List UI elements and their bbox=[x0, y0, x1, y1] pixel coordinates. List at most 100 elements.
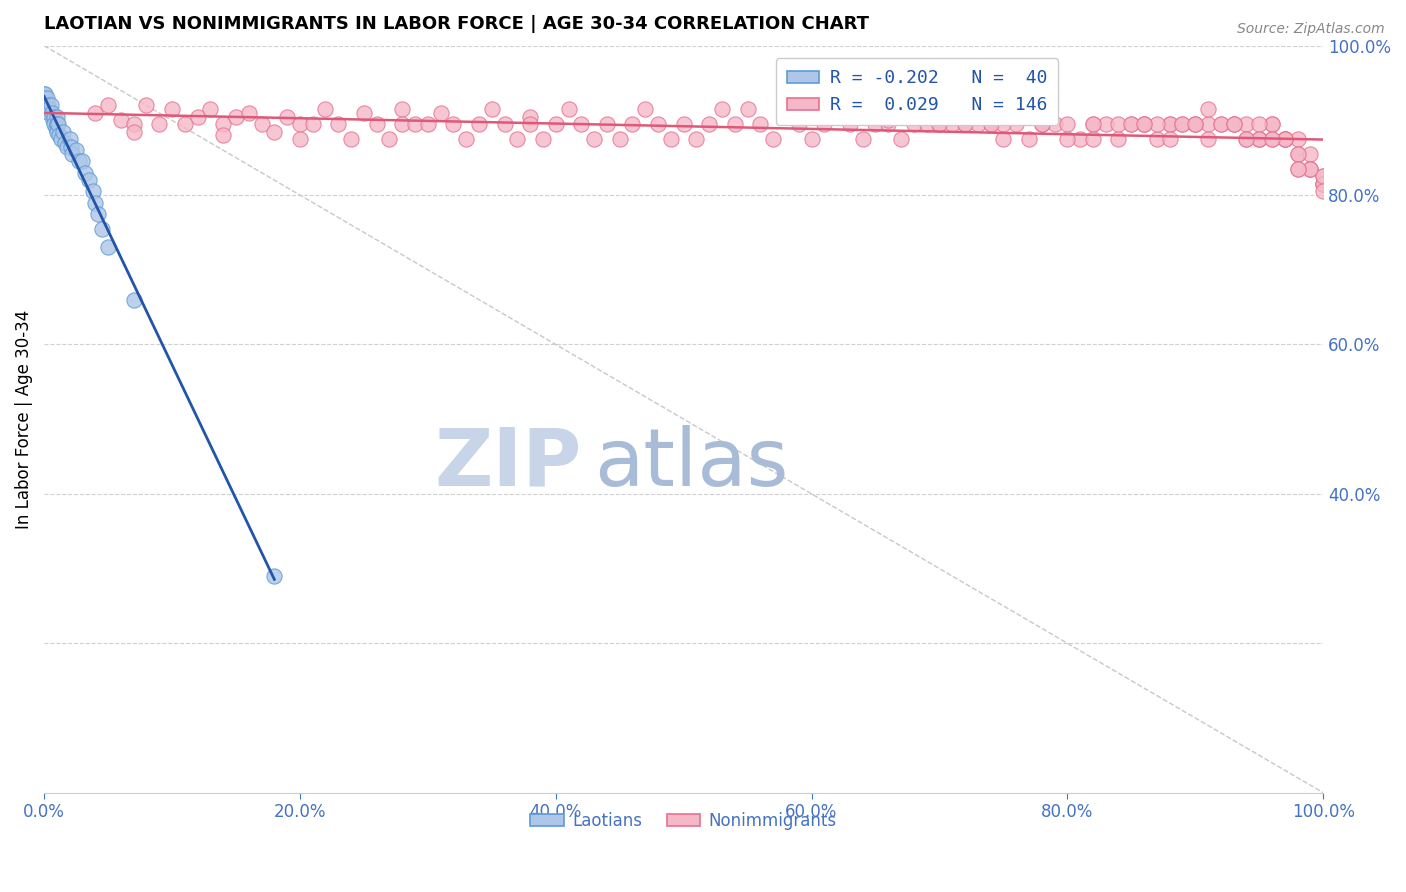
Point bbox=[288, 117, 311, 131]
Point bbox=[42, 113, 65, 128]
Point bbox=[1197, 132, 1219, 146]
Point bbox=[56, 139, 79, 153]
Point bbox=[953, 117, 976, 131]
Point bbox=[1312, 184, 1334, 198]
Point bbox=[838, 106, 860, 120]
Point bbox=[122, 293, 145, 307]
Point bbox=[1121, 117, 1143, 131]
Point bbox=[928, 117, 950, 131]
Point bbox=[263, 569, 285, 583]
Point bbox=[1171, 117, 1194, 131]
Point bbox=[980, 117, 1002, 131]
Point bbox=[1222, 117, 1244, 131]
Point bbox=[1031, 117, 1053, 131]
Point bbox=[1299, 161, 1322, 176]
Point bbox=[1146, 117, 1168, 131]
Text: ZIP: ZIP bbox=[434, 425, 581, 503]
Point bbox=[122, 125, 145, 139]
Point bbox=[1031, 117, 1053, 131]
Point bbox=[993, 132, 1015, 146]
Point bbox=[45, 117, 67, 131]
Point bbox=[1184, 117, 1206, 131]
Point bbox=[1286, 132, 1309, 146]
Point bbox=[441, 117, 464, 131]
Text: atlas: atlas bbox=[595, 425, 789, 503]
Point bbox=[187, 110, 209, 124]
Point bbox=[1261, 117, 1284, 131]
Point bbox=[519, 110, 541, 124]
Point bbox=[135, 98, 157, 112]
Point bbox=[315, 102, 337, 116]
Point bbox=[1197, 117, 1219, 131]
Point bbox=[1018, 132, 1040, 146]
Point bbox=[1222, 117, 1244, 131]
Point bbox=[366, 117, 388, 131]
Point bbox=[1209, 117, 1232, 131]
Point bbox=[1159, 117, 1181, 131]
Point bbox=[1159, 132, 1181, 146]
Point bbox=[41, 106, 63, 120]
Point bbox=[416, 117, 439, 131]
Point bbox=[32, 87, 55, 102]
Point bbox=[494, 117, 516, 131]
Text: LAOTIAN VS NONIMMIGRANTS IN LABOR FORCE | AGE 30-34 CORRELATION CHART: LAOTIAN VS NONIMMIGRANTS IN LABOR FORCE … bbox=[44, 15, 869, 33]
Point bbox=[276, 110, 298, 124]
Point bbox=[621, 117, 644, 131]
Point bbox=[391, 102, 413, 116]
Point bbox=[84, 106, 107, 120]
Point bbox=[1146, 132, 1168, 146]
Point bbox=[1081, 117, 1104, 131]
Point bbox=[685, 132, 707, 146]
Point bbox=[44, 117, 66, 131]
Point bbox=[32, 95, 55, 109]
Point bbox=[1249, 117, 1271, 131]
Point bbox=[1274, 132, 1296, 146]
Point bbox=[301, 117, 323, 131]
Point bbox=[404, 117, 426, 131]
Point bbox=[596, 117, 619, 131]
Point bbox=[1261, 132, 1284, 146]
Point bbox=[225, 110, 247, 124]
Point bbox=[877, 117, 900, 131]
Point bbox=[609, 132, 631, 146]
Point bbox=[378, 132, 401, 146]
Point bbox=[45, 110, 67, 124]
Point bbox=[84, 195, 107, 210]
Point bbox=[865, 117, 887, 131]
Point bbox=[583, 132, 606, 146]
Point bbox=[60, 147, 83, 161]
Point bbox=[1108, 117, 1130, 131]
Point bbox=[697, 117, 720, 131]
Point bbox=[1005, 117, 1028, 131]
Point bbox=[1121, 117, 1143, 131]
Point bbox=[800, 132, 823, 146]
Point bbox=[915, 117, 938, 131]
Point bbox=[1261, 132, 1284, 146]
Point bbox=[97, 240, 120, 254]
Point bbox=[737, 102, 759, 116]
Point bbox=[915, 106, 938, 120]
Point bbox=[72, 154, 94, 169]
Point bbox=[200, 102, 222, 116]
Point bbox=[544, 117, 567, 131]
Point bbox=[1312, 169, 1334, 184]
Point bbox=[1081, 132, 1104, 146]
Point bbox=[1312, 177, 1334, 191]
Point bbox=[928, 117, 950, 131]
Point bbox=[173, 117, 195, 131]
Point bbox=[37, 102, 59, 116]
Point bbox=[1171, 117, 1194, 131]
Point bbox=[1274, 132, 1296, 146]
Point bbox=[1274, 132, 1296, 146]
Point bbox=[1261, 117, 1284, 131]
Point bbox=[1133, 117, 1156, 131]
Point bbox=[238, 106, 260, 120]
Point bbox=[1249, 132, 1271, 146]
Point bbox=[877, 113, 900, 128]
Point bbox=[110, 113, 132, 128]
Point bbox=[250, 117, 273, 131]
Point bbox=[1056, 132, 1078, 146]
Point bbox=[49, 132, 72, 146]
Point bbox=[32, 91, 55, 105]
Point bbox=[659, 132, 682, 146]
